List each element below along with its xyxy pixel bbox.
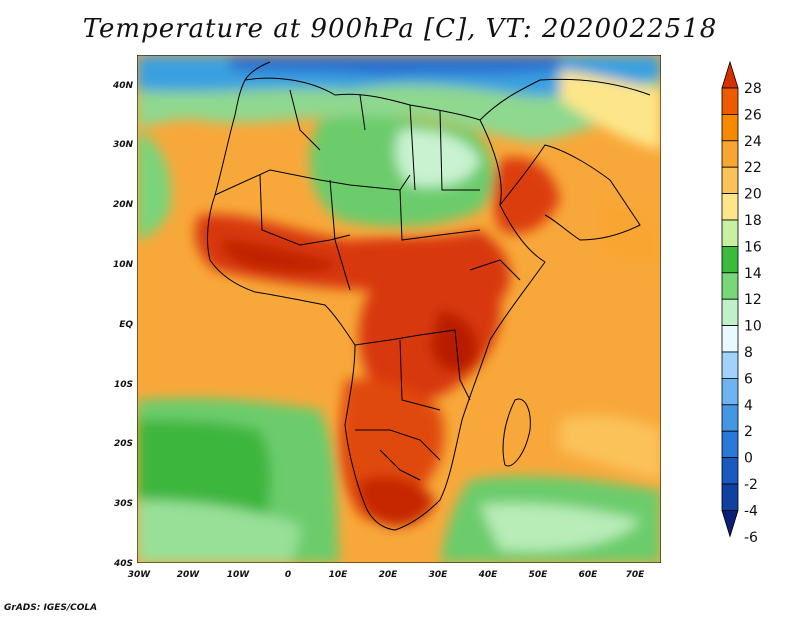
lon-tick-label: 60E	[579, 570, 599, 580]
colorbar-swatch	[721, 457, 739, 485]
lon-tick-label: 20W	[177, 570, 201, 580]
colorbar-swatch	[721, 483, 739, 511]
colorbar-level-label: -6	[744, 530, 758, 546]
colorbar-level-label: -4	[744, 503, 758, 519]
credit-label: GrADS: IGES/COLA	[4, 603, 98, 613]
colorbar-swatch	[721, 430, 739, 459]
colorbar-swatch	[721, 219, 739, 247]
colorbar-swatch	[721, 298, 739, 327]
colorbar-bottom-arrow	[721, 509, 739, 538]
colorbar-level-label: 14	[744, 266, 762, 282]
colorbar-level-label: 22	[744, 160, 762, 176]
lon-tick-label: 40E	[478, 570, 499, 580]
colorbar-level-label: 28	[744, 81, 762, 97]
colorbar-swatch	[721, 166, 739, 194]
lon-axis: 30W 20W 10W 0 10E 20E 30E 40E 50E 60E 70…	[128, 570, 645, 580]
colorbar-swatch	[721, 114, 739, 142]
lat-tick-label: 20S	[114, 439, 133, 449]
lat-tick-label: 20N	[113, 200, 134, 210]
colorbar-level-label: 24	[744, 134, 762, 150]
lat-axis: 40N 30N 20N 10N EQ 10S 20S 30S 40S	[112, 81, 134, 569]
colorbar-level-label: 4	[744, 398, 753, 414]
colorbar-level-label: 18	[744, 213, 762, 229]
colorbar-swatch	[721, 404, 739, 432]
colorbar-level-label: 26	[744, 107, 762, 123]
lon-tick-label: 0	[285, 570, 291, 580]
lon-tick-label: 30W	[128, 570, 152, 580]
map-title: Temperature at 900hPa [C], VT: 202002251…	[82, 14, 718, 44]
colorbar-swatch	[721, 87, 739, 115]
colorbar-swatch	[721, 377, 739, 406]
colorbar-level-label: 10	[744, 319, 762, 335]
lat-tick-label: 10S	[114, 380, 133, 390]
lat-tick-label: EQ	[119, 320, 133, 330]
colorbar-level-label: 12	[744, 292, 762, 308]
lon-tick-label: 30E	[429, 570, 449, 580]
colorbar-level-label: 2	[744, 424, 753, 440]
colorbar-level-label: 6	[744, 371, 753, 387]
lat-tick-label: 40S	[113, 559, 133, 569]
coastlines	[207, 61, 651, 531]
lat-tick-label: 30N	[113, 140, 134, 150]
lon-tick-label: 10W	[227, 570, 251, 580]
lon-tick-label: 50E	[529, 570, 549, 580]
colorbar-level-label: 8	[744, 345, 753, 361]
colorbar-swatch	[721, 140, 739, 168]
colorbar-swatch	[721, 325, 739, 353]
lat-tick-label: 10N	[113, 260, 134, 270]
temperature-field	[137, 55, 661, 563]
lon-tick-label: 20E	[379, 570, 399, 580]
colorbar-swatch	[721, 272, 739, 300]
lat-tick-label: 40N	[112, 81, 134, 91]
colorbar-swatch	[721, 245, 739, 274]
colorbar-level-label: 16	[744, 239, 762, 255]
colorbar-level-label: -2	[744, 477, 758, 493]
lat-tick-label: 30S	[114, 499, 133, 509]
colorbar-top-arrow	[721, 60, 739, 89]
colorbar-swatch	[721, 193, 739, 221]
colorbar-level-label: 20	[744, 187, 762, 203]
colorbar-level-label: 0	[744, 451, 753, 467]
lon-tick-label: 10E	[329, 570, 349, 580]
lon-tick-label: 70E	[626, 570, 646, 580]
colorbar-swatch	[721, 351, 739, 379]
